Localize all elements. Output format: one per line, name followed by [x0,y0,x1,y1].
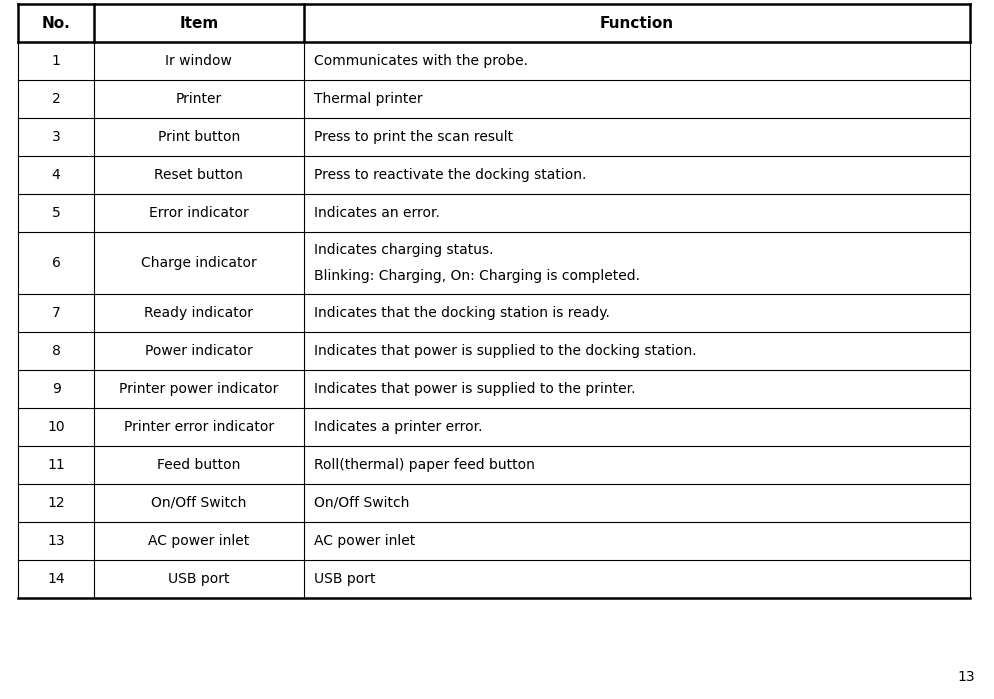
Text: 11: 11 [47,458,65,472]
Text: Press to print the scan result: Press to print the scan result [313,130,512,144]
Text: Ready indicator: Ready indicator [144,306,253,320]
Text: AC power inlet: AC power inlet [313,534,414,548]
Text: Reset button: Reset button [154,168,244,182]
Text: Blinking: Charging, On: Charging is completed.: Blinking: Charging, On: Charging is comp… [313,269,639,283]
Text: Print button: Print button [158,130,240,144]
Text: 12: 12 [48,496,65,510]
Text: No.: No. [42,15,71,31]
Text: Printer power indicator: Printer power indicator [119,382,278,396]
Text: 10: 10 [48,420,65,434]
Text: Indicates that power is supplied to the printer.: Indicates that power is supplied to the … [313,382,634,396]
Text: 13: 13 [48,534,65,548]
Text: USB port: USB port [313,572,375,586]
Text: Press to reactivate the docking station.: Press to reactivate the docking station. [313,168,585,182]
Text: Indicates a printer error.: Indicates a printer error. [313,420,482,434]
Text: On/Off Switch: On/Off Switch [313,496,409,510]
Text: Indicates charging status.: Indicates charging status. [313,243,493,257]
Text: 3: 3 [52,130,61,144]
Text: On/Off Switch: On/Off Switch [151,496,247,510]
Text: Printer error indicator: Printer error indicator [123,420,273,434]
Text: 13: 13 [956,670,974,684]
Text: Feed button: Feed button [157,458,241,472]
Text: Roll(thermal) paper feed button: Roll(thermal) paper feed button [313,458,534,472]
Text: Function: Function [599,15,673,31]
Text: Indicates an error.: Indicates an error. [313,206,439,220]
Text: Item: Item [179,15,219,31]
Text: Communicates with the probe.: Communicates with the probe. [313,54,527,68]
Text: 14: 14 [48,572,65,586]
Text: 8: 8 [52,344,61,358]
Text: Thermal printer: Thermal printer [313,92,421,106]
Text: Ir window: Ir window [165,54,232,68]
Text: Indicates that power is supplied to the docking station.: Indicates that power is supplied to the … [313,344,696,358]
Text: 1: 1 [52,54,61,68]
Text: 6: 6 [52,256,61,270]
Text: 7: 7 [52,306,61,320]
Text: Error indicator: Error indicator [149,206,248,220]
Text: Power indicator: Power indicator [145,344,252,358]
Text: Charge indicator: Charge indicator [141,256,256,270]
Text: 9: 9 [52,382,61,396]
Text: 2: 2 [52,92,61,106]
Text: AC power inlet: AC power inlet [148,534,249,548]
Text: Printer: Printer [176,92,222,106]
Text: 4: 4 [52,168,61,182]
Text: USB port: USB port [168,572,230,586]
Text: Indicates that the docking station is ready.: Indicates that the docking station is re… [313,306,609,320]
Text: 5: 5 [52,206,61,220]
